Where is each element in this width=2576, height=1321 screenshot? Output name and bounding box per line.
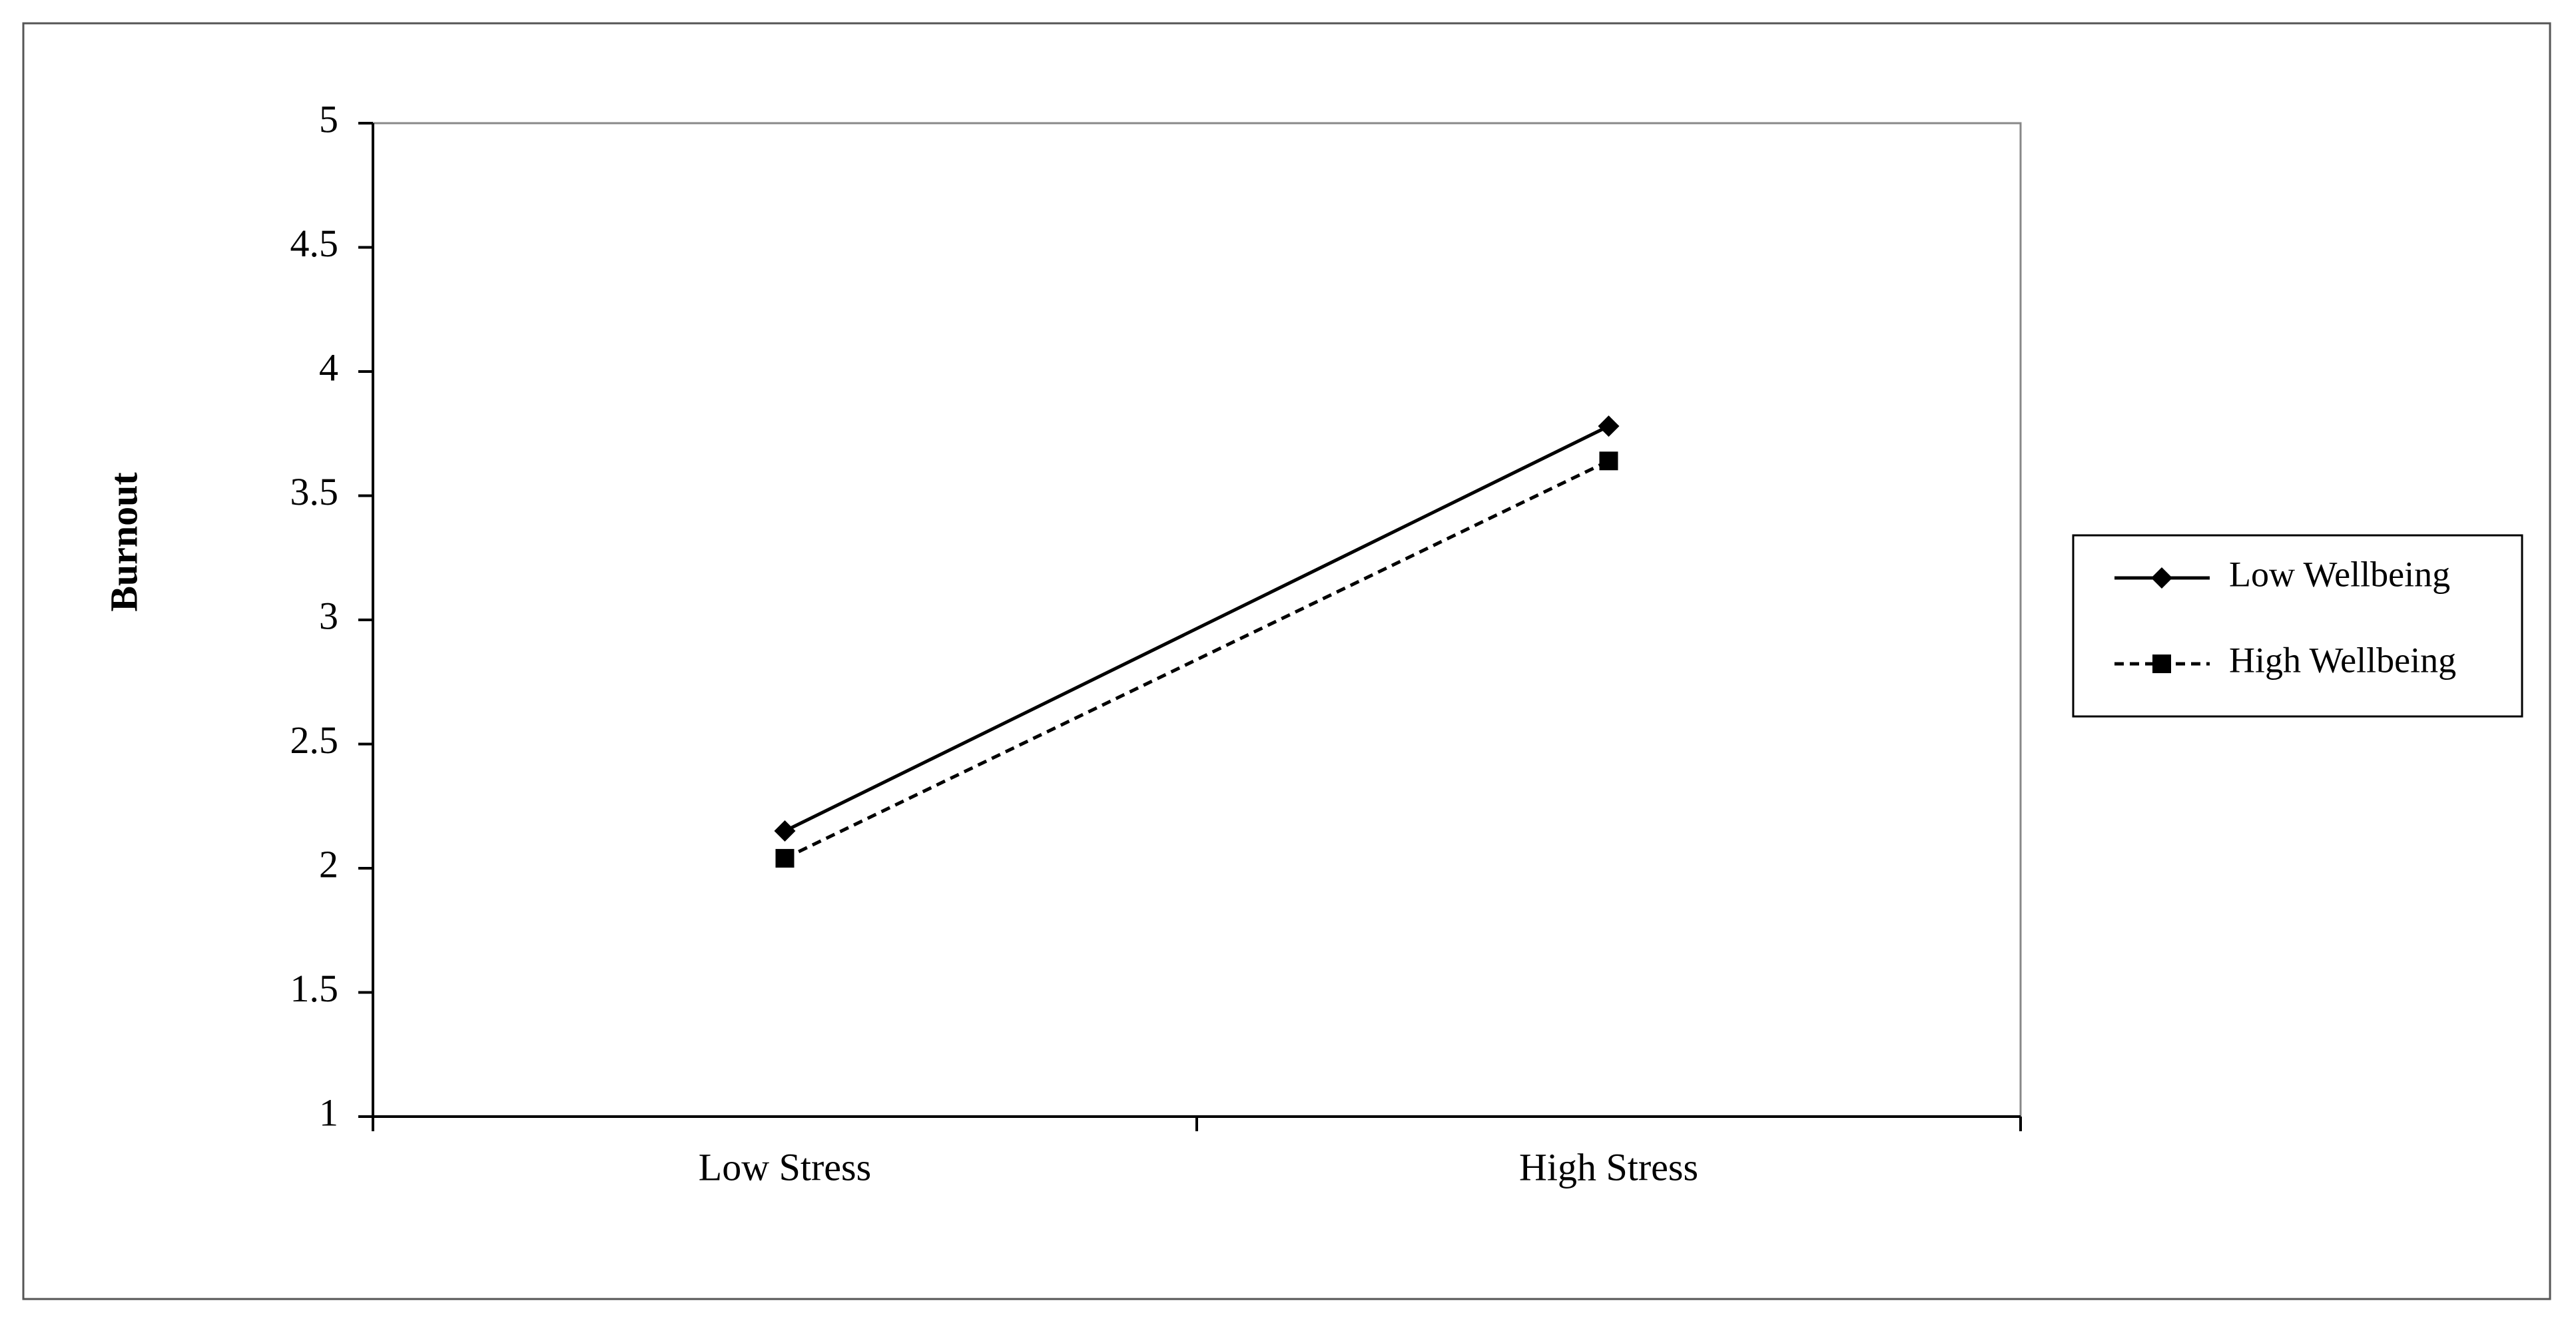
marker-diamond — [1598, 415, 1620, 437]
y-tick-label: 4 — [319, 346, 338, 389]
chart-border — [22, 22, 2551, 1300]
y-tick-label: 3.5 — [290, 470, 339, 513]
marker-diamond — [774, 820, 796, 842]
y-tick-label: 1.5 — [290, 967, 339, 1010]
y-tick-label: 2 — [319, 842, 338, 886]
y-tick-label: 1 — [319, 1091, 338, 1134]
marker-square — [1599, 451, 1618, 471]
y-axis-label: Burnout — [102, 472, 145, 612]
y-tick-label: 2.5 — [290, 718, 339, 762]
series-line — [784, 424, 1610, 833]
legend-label: Low Wellbeing — [2229, 554, 2450, 594]
marker-square — [2152, 655, 2171, 673]
x-tick-label: High Stress — [1519, 1145, 1698, 1189]
legend-label: High Wellbeing — [2229, 640, 2456, 680]
marker-diamond — [2151, 567, 2172, 589]
series-line — [784, 459, 1610, 860]
y-tick-label: 3 — [319, 594, 338, 637]
x-tick-label: Low Stress — [699, 1145, 871, 1189]
y-tick-label: 5 — [319, 97, 338, 140]
plot-area — [372, 122, 2022, 1118]
legend-box — [2072, 534, 2523, 718]
marker-square — [775, 849, 795, 868]
y-tick-label: 4.5 — [290, 222, 339, 265]
